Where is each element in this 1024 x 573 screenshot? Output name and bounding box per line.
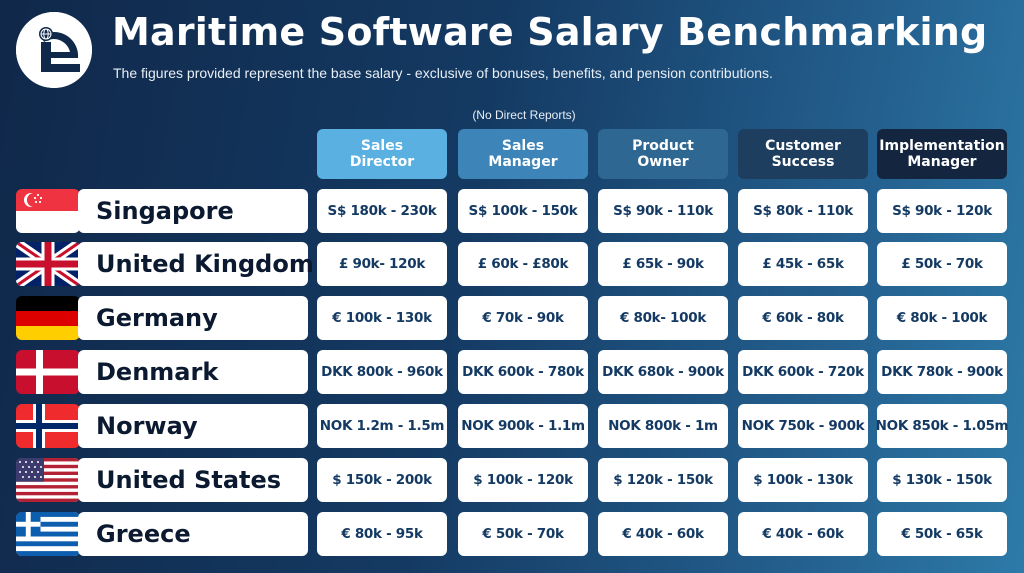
salary-cell: S$ 90k - 120k [877, 189, 1007, 233]
row-label-germany: Germany [78, 296, 308, 340]
no-direct-reports-note: (No Direct Reports) [472, 108, 576, 122]
salary-cell: $ 130k - 150k [877, 458, 1007, 502]
salary-cell: € 80k - 95k [317, 512, 447, 556]
salary-cell: DKK 600k - 720k [738, 350, 868, 394]
salary-cell: € 50k - 65k [877, 512, 1007, 556]
company-logo [16, 12, 92, 88]
salary-cell: S$ 100k - 150k [458, 189, 588, 233]
row-label-greece: Greece [78, 512, 308, 556]
salary-cell: $ 120k - 150k [598, 458, 728, 502]
germany-flag-icon [16, 296, 80, 340]
salary-cell: £ 65k - 90k [598, 242, 728, 286]
salary-cell: NOK 1.2m - 1.5m [317, 404, 447, 448]
row-label-norway: Norway [78, 404, 308, 448]
column-header-implementation-manager: Implementation Manager [877, 129, 1007, 179]
salary-cell: NOK 750k - 900k [738, 404, 868, 448]
column-header-product-owner: Product Owner [598, 129, 728, 179]
salary-cell: € 60k - 80k [738, 296, 868, 340]
uk-flag-icon [16, 242, 80, 286]
salary-cell: € 40k - 60k [738, 512, 868, 556]
greece-flag-icon [16, 512, 80, 556]
row-label-singapore: Singapore [78, 189, 308, 233]
page-title: Maritime Software Salary Benchmarking [112, 10, 988, 54]
page-subtitle: The figures provided represent the base … [113, 65, 773, 81]
salary-cell: £ 45k - 65k [738, 242, 868, 286]
row-label-denmark: Denmark [78, 350, 308, 394]
salary-cell: € 70k - 90k [458, 296, 588, 340]
salary-cell: £ 90k- 120k [317, 242, 447, 286]
denmark-flag-icon [16, 350, 80, 394]
salary-cell: S$ 180k - 230k [317, 189, 447, 233]
globe-e-logo-icon [16, 12, 92, 88]
salary-cell: € 80k - 100k [877, 296, 1007, 340]
singapore-flag-icon [16, 189, 80, 233]
salary-cell: € 40k - 60k [598, 512, 728, 556]
salary-cell: $ 100k - 120k [458, 458, 588, 502]
salary-cell: $ 100k - 130k [738, 458, 868, 502]
column-header-sales-manager: Sales Manager [458, 129, 588, 179]
salary-cell: NOK 900k - 1.1m [458, 404, 588, 448]
salary-cell: DKK 780k - 900k [877, 350, 1007, 394]
salary-cell: DKK 600k - 780k [458, 350, 588, 394]
salary-cell: NOK 850k - 1.05m [876, 404, 1009, 448]
salary-cell: € 100k - 130k [317, 296, 447, 340]
row-label-united-states: United States [78, 458, 308, 502]
salary-cell: S$ 80k - 110k [738, 189, 868, 233]
salary-cell: € 50k - 70k [458, 512, 588, 556]
column-header-customer-success: Customer Success [738, 129, 868, 179]
salary-cell: DKK 680k - 900k [598, 350, 728, 394]
row-label-united-kingdom: United Kingdom [78, 242, 314, 286]
salary-cell: £ 50k - 70k [877, 242, 1007, 286]
salary-cell: S$ 90k - 110k [598, 189, 728, 233]
norway-flag-icon [16, 404, 80, 448]
salary-cell: $ 150k - 200k [317, 458, 447, 502]
column-header-sales-director: Sales Director [317, 129, 447, 179]
salary-cell: £ 60k - £80k [458, 242, 588, 286]
salary-cell: DKK 800k - 960k [317, 350, 447, 394]
usa-flag-icon [16, 458, 80, 502]
salary-cell: € 80k- 100k [598, 296, 728, 340]
salary-cell: NOK 800k - 1m [598, 404, 728, 448]
